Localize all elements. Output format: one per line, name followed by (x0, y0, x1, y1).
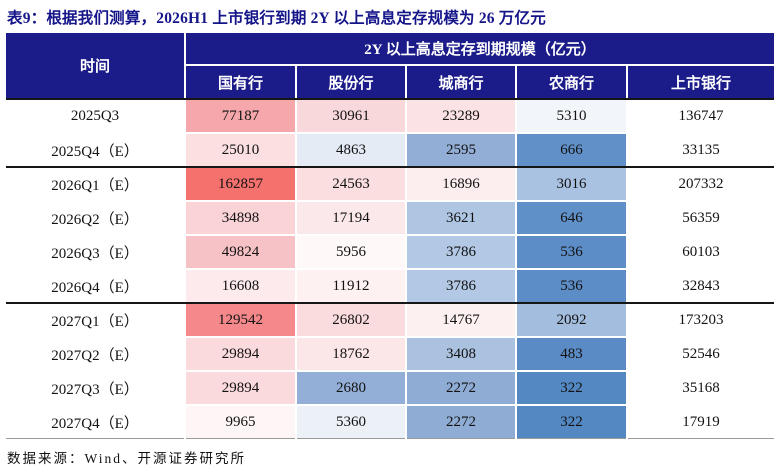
value-cell: 25010 (185, 133, 297, 168)
value-cell: 2595 (406, 133, 517, 168)
table-title: 表9：根据我们测算，2026H1 上市银行到期 2Y 以上高息定存规模为 26 … (7, 10, 546, 27)
value-cell: 52546 (627, 337, 775, 372)
value-cell: 33135 (627, 133, 775, 168)
value-cell: 24563 (296, 167, 407, 202)
value-cell: 32843 (627, 269, 775, 304)
time-cell: 2026Q4（E） (6, 269, 186, 304)
value-cell: 646 (516, 201, 628, 236)
value-cell: 23289 (406, 99, 517, 134)
data-source: 数据来源：Wind、开源证券研究所 (7, 451, 246, 466)
table-row: 2026Q4（E） 16608 11912 3786 536 32843 (6, 269, 775, 304)
table-row: 2027Q3（E） 29894 2680 2272 322 35168 (6, 371, 775, 406)
value-cell: 173203 (627, 303, 775, 338)
value-cell: 17194 (296, 201, 407, 236)
value-cell: 3016 (516, 167, 628, 202)
table-row: 2026Q2（E） 34898 17194 3621 646 56359 (6, 201, 775, 236)
column-header: 股份行 (296, 65, 407, 100)
table-row: 2027Q2（E） 29894 18762 3408 483 52546 (6, 337, 775, 372)
value-cell: 49824 (185, 235, 297, 270)
value-cell: 9965 (185, 405, 297, 439)
value-cell: 322 (516, 405, 628, 439)
value-cell: 483 (516, 337, 628, 372)
table-row: 2025Q3 77187 30961 23289 5310 136747 (6, 99, 775, 134)
value-cell: 3786 (406, 235, 517, 270)
value-cell: 3408 (406, 337, 517, 372)
time-cell: 2027Q4（E） (6, 405, 186, 439)
value-cell: 207332 (627, 167, 775, 202)
value-cell: 4863 (296, 133, 407, 168)
column-header: 上市银行 (627, 65, 775, 100)
value-cell: 5956 (296, 235, 407, 270)
time-cell: 2027Q1（E） (6, 303, 186, 338)
time-column-header: 时间 (6, 33, 186, 100)
value-cell: 3621 (406, 201, 517, 236)
time-cell: 2027Q3（E） (6, 371, 186, 406)
value-cell: 60103 (627, 235, 775, 270)
value-cell: 16896 (406, 167, 517, 202)
value-cell: 5310 (516, 99, 628, 134)
time-cell: 2026Q1（E） (6, 167, 186, 202)
value-cell: 136747 (627, 99, 775, 134)
table-row: 2025Q4（E） 25010 4863 2595 666 33135 (6, 133, 775, 168)
value-cell: 29894 (185, 371, 297, 406)
value-cell: 34898 (185, 201, 297, 236)
value-cell: 35168 (627, 371, 775, 406)
value-cell: 322 (516, 371, 628, 406)
value-cell: 3786 (406, 269, 517, 304)
value-cell: 5360 (296, 405, 407, 439)
time-cell: 2026Q3（E） (6, 235, 186, 270)
table-row: 2026Q1（E） 162857 24563 16896 3016 207332 (6, 167, 775, 202)
value-cell: 666 (516, 133, 628, 168)
table-row: 2026Q3（E） 49824 5956 3786 536 60103 (6, 235, 775, 270)
header-row-group: 时间 2Y 以上高息定存到期规模（亿元） (6, 33, 775, 100)
group-header: 2Y 以上高息定存到期规模（亿元） (185, 33, 775, 66)
column-header: 农商行 (516, 65, 628, 100)
time-cell: 2025Q3 (6, 99, 186, 134)
value-cell: 2272 (406, 371, 517, 406)
deposit-maturity-table: 时间 2Y 以上高息定存到期规模（亿元） 国有行 股份行 城商行 农商行 上市银行 20… (6, 33, 775, 439)
value-cell: 29894 (185, 337, 297, 372)
table-row: 2027Q4（E） 9965 5360 2272 322 17919 (6, 405, 775, 439)
value-cell: 2272 (406, 405, 517, 439)
value-cell: 11912 (296, 269, 407, 304)
value-cell: 17919 (627, 405, 775, 439)
value-cell: 26802 (296, 303, 407, 338)
column-header: 国有行 (185, 65, 297, 100)
value-cell: 2680 (296, 371, 407, 406)
value-cell: 14767 (406, 303, 517, 338)
value-cell: 77187 (185, 99, 297, 134)
column-header: 城商行 (406, 65, 517, 100)
value-cell: 2092 (516, 303, 628, 338)
value-cell: 162857 (185, 167, 297, 202)
value-cell: 30961 (296, 99, 407, 134)
value-cell: 536 (516, 269, 628, 304)
time-cell: 2026Q2（E） (6, 201, 186, 236)
time-cell: 2025Q4（E） (6, 133, 186, 168)
value-cell: 56359 (627, 201, 775, 236)
value-cell: 16608 (185, 269, 297, 304)
header-row-columns: 国有行 股份行 城商行 农商行 上市银行 (6, 65, 775, 100)
value-cell: 536 (516, 235, 628, 270)
time-cell: 2027Q2（E） (6, 337, 186, 372)
value-cell: 129542 (185, 303, 297, 338)
value-cell: 18762 (296, 337, 407, 372)
table-row: 2027Q1（E） 129542 26802 14767 2092 173203 (6, 303, 775, 338)
